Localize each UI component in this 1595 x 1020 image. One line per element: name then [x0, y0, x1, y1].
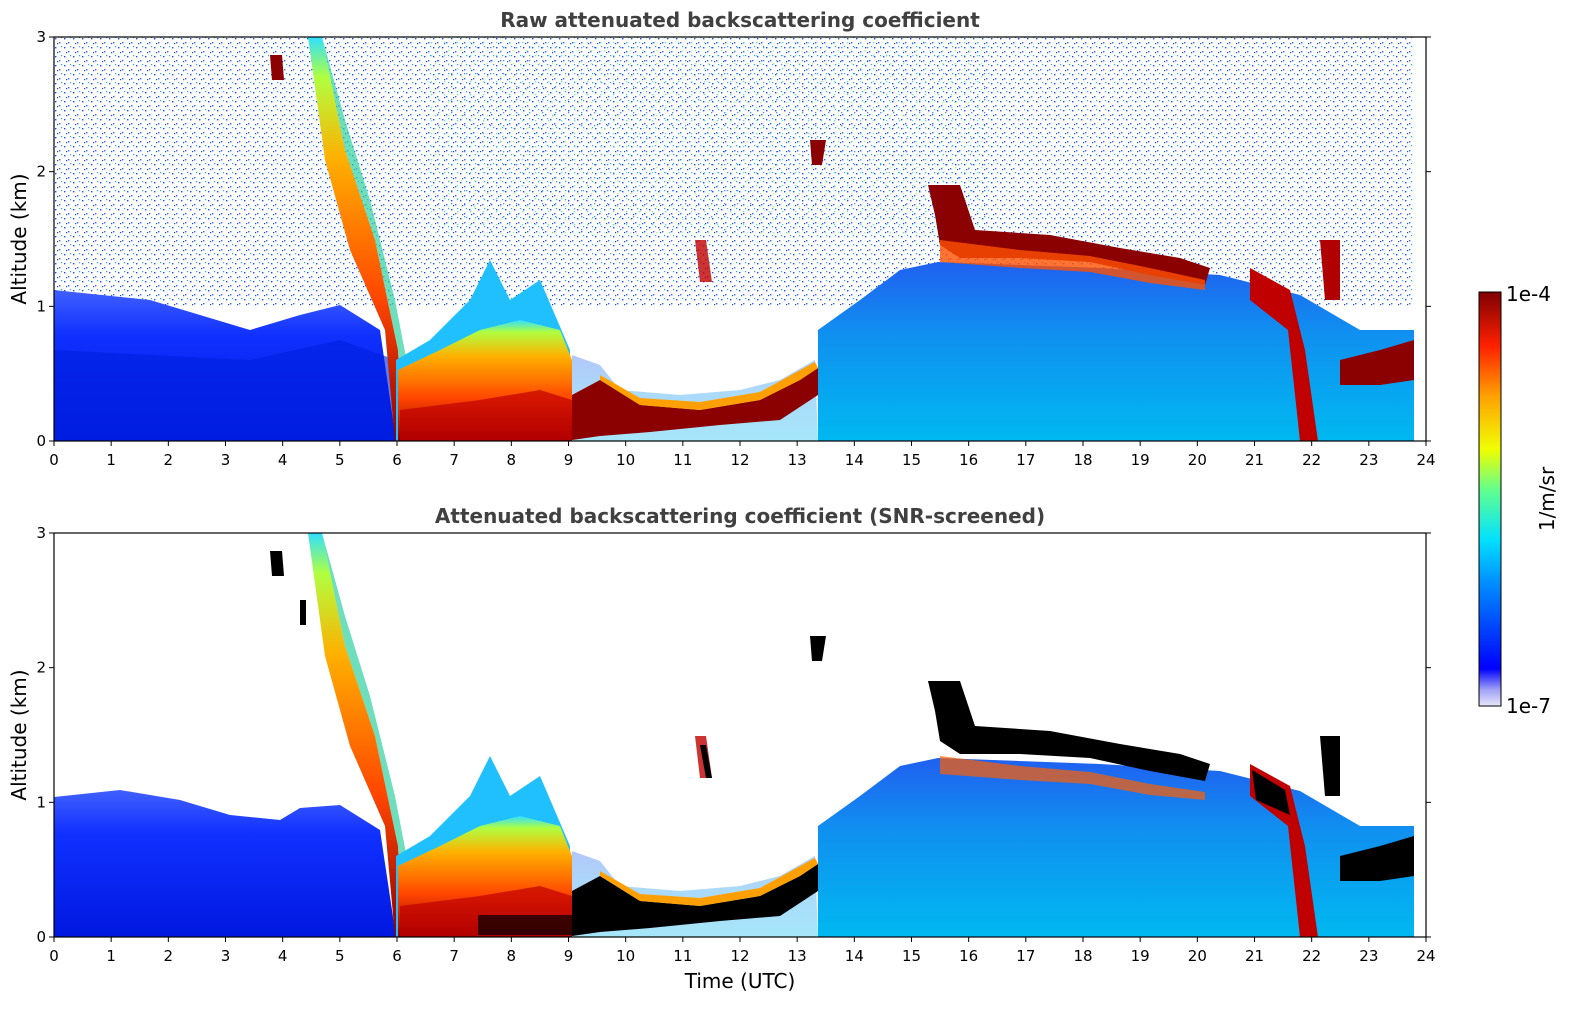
x-tick-label: 6 — [392, 451, 402, 469]
top-panel-y-ticks: 0 1 2 3 — [36, 28, 1431, 450]
top-panel-y-label: Altitude (km) — [7, 173, 31, 304]
y-tick-label: 3 — [36, 28, 46, 46]
bottom-panel-heatmap — [54, 533, 1426, 937]
x-tick-label: 22 — [1302, 947, 1321, 965]
x-tick-label: 19 — [1131, 451, 1150, 469]
x-tick-label: 18 — [1073, 947, 1092, 965]
top-panel-heatmap — [54, 37, 1426, 441]
x-tick-label: 8 — [507, 451, 517, 469]
y-tick-label: 0 — [36, 928, 46, 946]
x-tick-label: 9 — [564, 947, 574, 965]
x-tick-label: 14 — [845, 947, 864, 965]
colorbar-max-label: 1e-4 — [1506, 282, 1551, 306]
x-tick-label: 22 — [1302, 451, 1321, 469]
x-tick-label: 23 — [1359, 451, 1378, 469]
x-tick-label: 4 — [278, 947, 288, 965]
x-tick-label: 1 — [106, 451, 116, 469]
bottom-panel-x-label: Time (UTC) — [684, 969, 796, 993]
top-panel-title: Raw attenuated backscattering coefficien… — [500, 8, 980, 32]
x-tick-label: 0 — [49, 947, 59, 965]
x-tick-label: 10 — [616, 947, 635, 965]
x-tick-label: 1 — [106, 947, 116, 965]
colorbar-min-label: 1e-7 — [1506, 694, 1551, 718]
x-tick-label: 0 — [49, 451, 59, 469]
x-tick-label: 8 — [507, 947, 517, 965]
bottom-panel-x-ticks: 0 1 2 3 4 5 6 7 8 9 10 11 12 13 14 15 16 17 18 19 20 21 22 23 24 — [49, 937, 1436, 965]
x-tick-label: 3 — [221, 947, 231, 965]
x-tick-label: 13 — [788, 451, 807, 469]
y-tick-label: 1 — [36, 793, 46, 811]
x-tick-label: 5 — [335, 947, 345, 965]
x-tick-label: 20 — [1188, 947, 1207, 965]
x-tick-label: 2 — [164, 451, 174, 469]
x-tick-label: 19 — [1131, 947, 1150, 965]
x-tick-label: 11 — [673, 947, 692, 965]
colorbar-unit-label: 1/m/sr — [1535, 466, 1559, 531]
x-tick-label: 16 — [959, 947, 978, 965]
bottom-panel-title: Attenuated backscattering coefficient (S… — [435, 504, 1045, 528]
y-tick-label: 3 — [36, 524, 46, 542]
x-tick-label: 10 — [616, 451, 635, 469]
top-panel-x-ticks: 0 1 2 3 4 5 6 7 8 9 10 11 12 13 14 15 16 17 18 19 20 21 22 23 24 — [49, 441, 1436, 469]
x-tick-label: 21 — [1245, 451, 1264, 469]
x-tick-label: 4 — [278, 451, 288, 469]
x-tick-label: 9 — [564, 451, 574, 469]
x-tick-label: 24 — [1416, 451, 1435, 469]
y-tick-label: 1 — [36, 297, 46, 315]
x-tick-label: 14 — [845, 451, 864, 469]
x-tick-label: 3 — [221, 451, 231, 469]
y-tick-label: 0 — [36, 432, 46, 450]
colorbar-gradient — [1478, 291, 1502, 707]
top-panel: Raw attenuated backscattering coefficien… — [7, 8, 1436, 469]
x-tick-label: 20 — [1188, 451, 1207, 469]
x-tick-label: 2 — [164, 947, 174, 965]
x-tick-label: 12 — [730, 947, 749, 965]
x-tick-label: 7 — [449, 451, 459, 469]
bottom-panel-y-ticks: 0 1 2 3 — [36, 524, 1431, 946]
x-tick-label: 17 — [1016, 451, 1035, 469]
x-tick-label: 13 — [788, 947, 807, 965]
x-tick-label: 24 — [1416, 947, 1435, 965]
colorbar: 1e-4 1e-7 1/m/sr — [1478, 282, 1559, 718]
x-tick-label: 12 — [730, 451, 749, 469]
x-tick-label: 6 — [392, 947, 402, 965]
x-tick-label: 16 — [959, 451, 978, 469]
bottom-panel: Attenuated backscattering coefficient (S… — [7, 504, 1436, 993]
x-tick-label: 15 — [902, 947, 921, 965]
x-tick-label: 5 — [335, 451, 345, 469]
bottom-panel-y-label: Altitude (km) — [7, 669, 31, 800]
x-tick-label: 23 — [1359, 947, 1378, 965]
y-tick-label: 2 — [36, 659, 46, 677]
x-tick-label: 21 — [1245, 947, 1264, 965]
x-tick-label: 15 — [902, 451, 921, 469]
x-tick-label: 17 — [1016, 947, 1035, 965]
y-tick-label: 2 — [36, 163, 46, 181]
x-tick-label: 7 — [449, 947, 459, 965]
x-tick-label: 18 — [1073, 451, 1092, 469]
x-tick-label: 11 — [673, 451, 692, 469]
